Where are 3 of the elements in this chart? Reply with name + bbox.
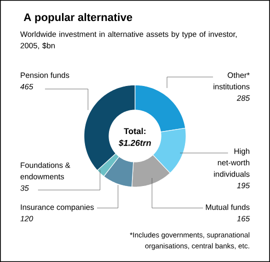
chart-title: A popular alternative <box>24 13 132 24</box>
text: Total: <box>124 128 146 134</box>
text: $1.26trn <box>118 140 151 146</box>
